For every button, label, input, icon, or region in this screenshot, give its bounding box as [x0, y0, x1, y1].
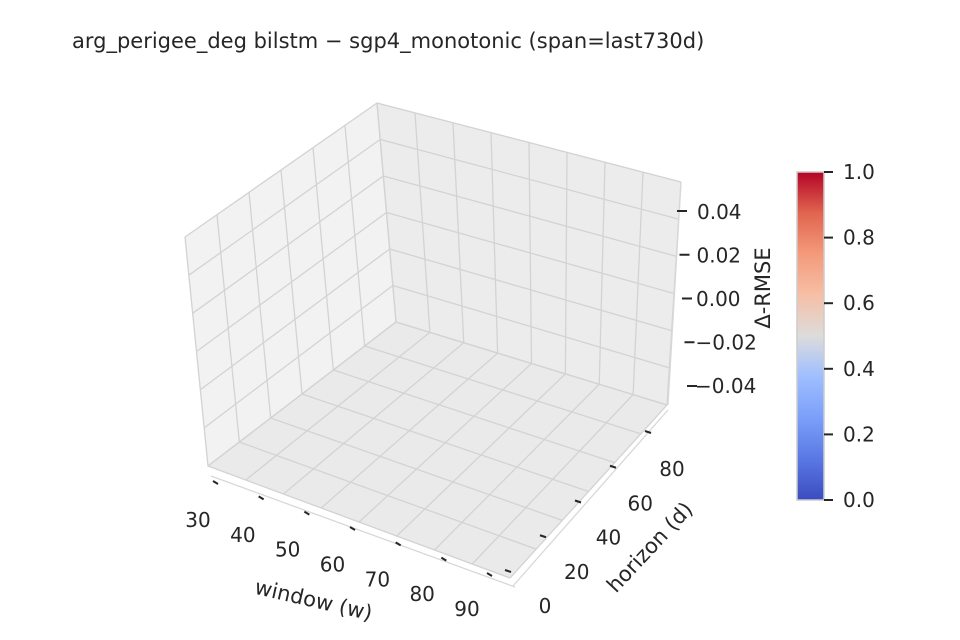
y-tick — [644, 430, 652, 434]
z-tick-label: 0.00 — [696, 287, 741, 311]
y-tick — [574, 499, 582, 504]
grid-back-horizontal — [389, 248, 672, 332]
x-tick-label: 90 — [454, 597, 479, 621]
colorbar-gradient — [796, 171, 825, 501]
x-tick — [395, 541, 402, 547]
x-tick — [440, 556, 447, 562]
colorbar-tick-label: 0.6 — [843, 291, 875, 315]
x-tick-label: 40 — [230, 523, 255, 547]
z-tick-label: −0.02 — [696, 331, 757, 355]
grid-floor-y — [364, 345, 642, 435]
x-tick — [486, 572, 493, 577]
y-tick — [609, 464, 617, 469]
grid-back-horizontal — [379, 138, 679, 220]
z-axis-label: Δ-RMSE — [751, 247, 775, 328]
colorbar-tick-label: 0.8 — [843, 226, 875, 250]
y-tick — [504, 569, 512, 573]
grid-back-horizontal — [383, 175, 677, 257]
y-tick-label: 20 — [564, 560, 589, 584]
grid-left-horizontal — [184, 102, 378, 238]
y-tick — [539, 534, 547, 539]
grid-floor-y — [333, 369, 615, 464]
colorbar: 0.0 0.2 0.4 0.6 0.8 1.0 — [796, 160, 875, 512]
grid-floor-y — [239, 441, 537, 550]
x-tick-label: 70 — [365, 567, 390, 591]
grid-left-horizontal — [199, 248, 391, 391]
x-tick-label: 50 — [275, 538, 300, 562]
grid-back-horizontal — [386, 211, 675, 295]
y-tick-label: 0 — [539, 594, 552, 618]
grid-left-horizontal — [192, 175, 384, 314]
colorbar-tick-label: 0.0 — [843, 488, 875, 512]
x-tick — [258, 495, 265, 501]
x-axis-line — [210, 475, 516, 588]
x-axis-label: window (w) — [252, 575, 374, 625]
x-tick-label: 80 — [409, 582, 434, 606]
z-axis-line — [667, 181, 682, 406]
grid-back-horizontal — [395, 321, 668, 406]
grid-back-horizontal — [392, 284, 670, 369]
grid-floor-y — [270, 417, 563, 521]
x-tick — [303, 510, 310, 516]
z-tick-label: 0.02 — [697, 244, 742, 268]
y-axis-line — [512, 409, 669, 587]
grid-left-horizontal — [203, 284, 394, 429]
grid-lines — [184, 102, 682, 579]
colorbar-tick-label: 0.4 — [843, 357, 875, 381]
y-tick-label: 60 — [628, 491, 653, 515]
chart-title: arg_perigee_deg bilstm − sgp4_monotonic … — [72, 29, 704, 54]
colorbar-tick-label: 0.2 — [843, 422, 875, 446]
grid-floor-y — [301, 393, 589, 493]
x-tick-label: 60 — [320, 553, 345, 577]
x-tick — [349, 526, 356, 531]
y-tick-label: 80 — [659, 457, 684, 481]
grid-left-horizontal — [196, 211, 387, 353]
grid-back-horizontal — [376, 102, 682, 183]
grid-floor-y — [207, 465, 511, 579]
x-tick-label: 30 — [185, 508, 210, 532]
colorbar-tick-label: 1.0 — [843, 160, 875, 184]
z-tick-label: 0.04 — [697, 200, 742, 224]
grid-left-horizontal — [188, 138, 381, 276]
z-tick-label: −0.04 — [695, 374, 756, 398]
grid-left-horizontal — [207, 321, 397, 467]
y-tick-label: 40 — [596, 526, 621, 550]
x-tick — [212, 480, 219, 485]
